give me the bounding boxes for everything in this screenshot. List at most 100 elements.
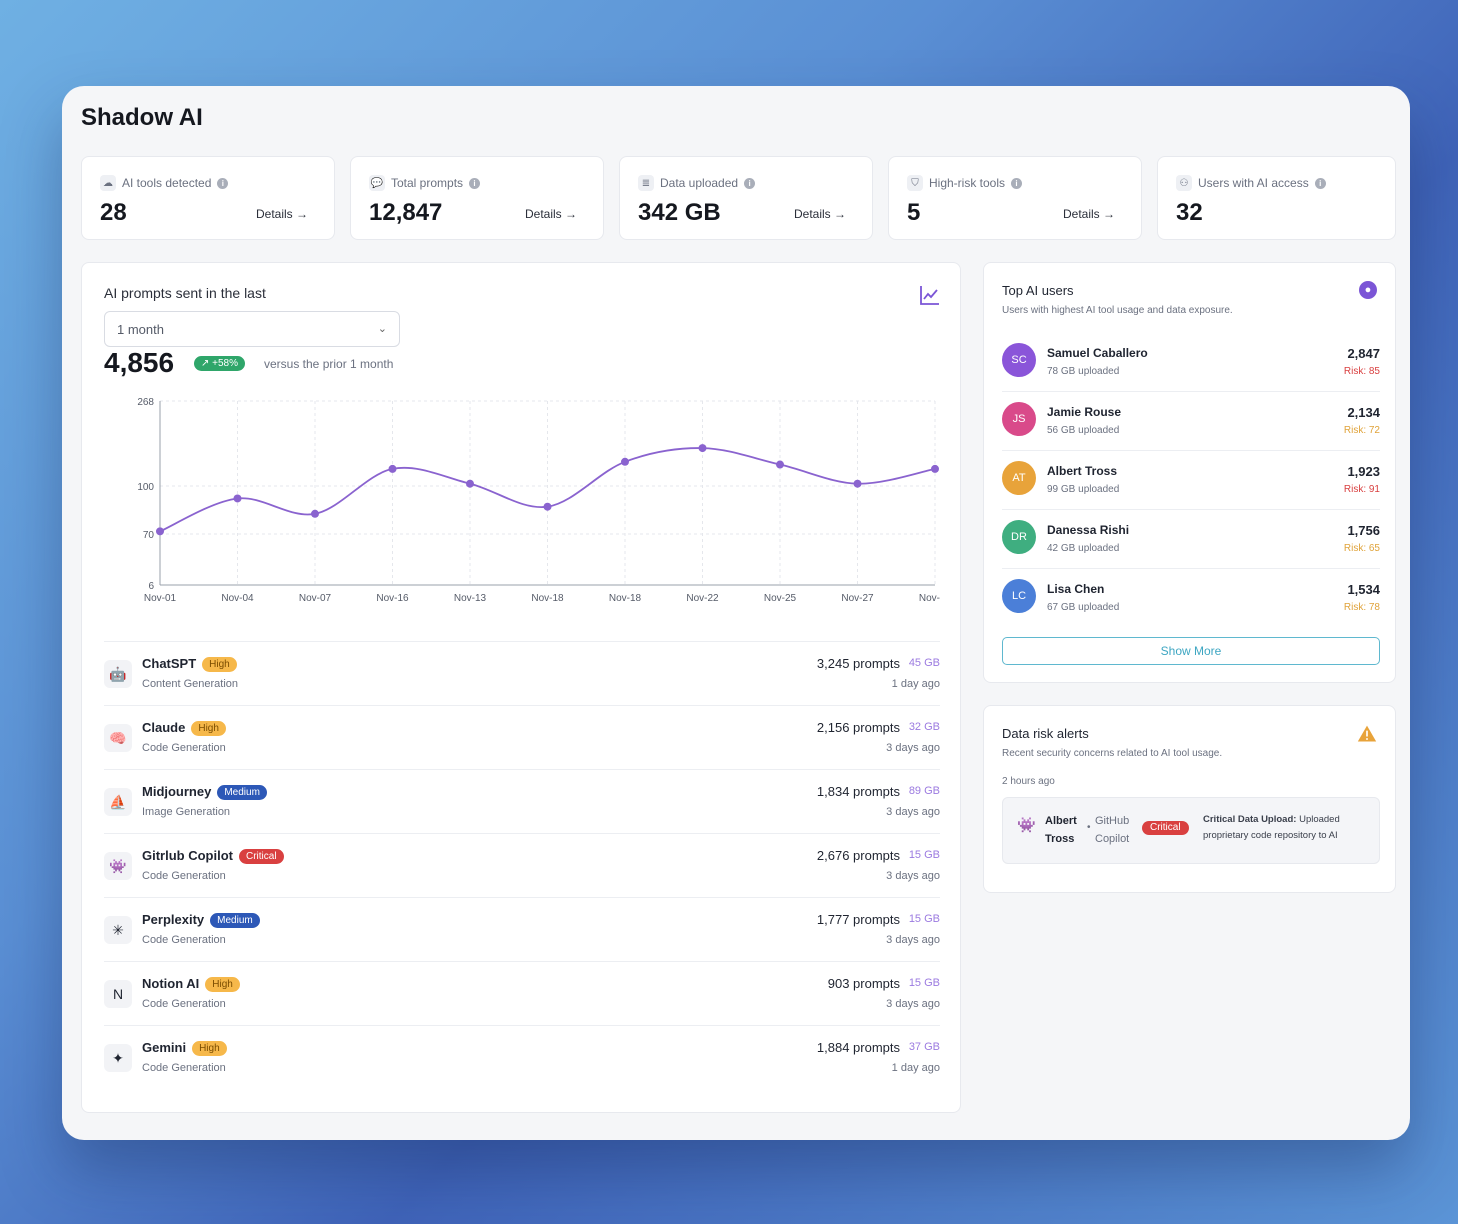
details-link[interactable]: Details → xyxy=(524,207,577,221)
y-tick-label: 100 xyxy=(137,482,154,493)
tool-prompts: 903 prompts xyxy=(827,976,900,991)
user-row[interactable]: JS Jamie Rouse 56 GB uploaded 2,134 Risk… xyxy=(1002,392,1380,451)
alert-tool: GitHub Copilot xyxy=(1095,815,1130,845)
info-icon[interactable]: i xyxy=(744,177,756,189)
tool-data-size: 37 GB xyxy=(908,1041,940,1053)
risk-badge: High xyxy=(192,1041,227,1056)
tool-data-size: 15 GB xyxy=(908,913,940,925)
x-tick-label: Nov-28 xyxy=(919,593,940,604)
x-tick-label: Nov-07 xyxy=(299,593,332,604)
stat-card-users-ai-access[interactable]: ⚇ Users with AI access i 32 xyxy=(1157,156,1396,240)
details-link[interactable]: Details → xyxy=(1062,207,1115,221)
user-name: Lisa Chen xyxy=(1047,582,1105,596)
tool-name: Midjourney Medium xyxy=(142,784,267,800)
tool-row[interactable]: ⛵ Midjourney Medium Image Generation 1,83… xyxy=(104,770,940,834)
x-tick-label: Nov-18 xyxy=(531,593,564,604)
avatar: DR xyxy=(1002,520,1036,554)
tool-last-seen: 3 days ago xyxy=(886,806,940,818)
panel-title: Data risk alerts xyxy=(1002,726,1089,741)
data-risk-alerts-panel: Data risk alerts Recent security concern… xyxy=(983,705,1396,893)
top-users-panel: Top AI users Users with highest AI tool … xyxy=(983,262,1396,683)
alert-desc-text: Uploaded proprietary code repository to … xyxy=(1203,814,1340,841)
tool-data-size: 45 GB xyxy=(908,657,940,669)
sparkle-icon: ✦ xyxy=(104,1044,132,1072)
data-point xyxy=(698,444,707,453)
panel-subtitle: Users with highest AI tool usage and dat… xyxy=(1002,305,1233,316)
tool-prompts: 1,884 prompts xyxy=(816,1040,900,1055)
user-risk: Risk: 85 xyxy=(1343,366,1380,377)
tool-prompts: 2,156 prompts xyxy=(816,720,900,735)
tool-category: Image Generation xyxy=(142,806,231,818)
tool-name-text: Gitrlub Copilot xyxy=(142,848,233,863)
alert-item[interactable]: 👾 Albert Tross • GitHub Copilot Critical… xyxy=(1002,797,1380,864)
line-chart-icon[interactable] xyxy=(918,283,942,307)
show-more-button[interactable]: Show More xyxy=(1002,637,1380,665)
data-point xyxy=(233,494,242,503)
tool-name-text: Perplexity xyxy=(142,912,205,927)
x-tick-label: Nov-18 xyxy=(609,593,642,604)
user-name: Samuel Caballero xyxy=(1047,346,1148,360)
user-prompt-count: 2,134 xyxy=(1347,405,1380,420)
tool-last-seen: 3 days ago xyxy=(886,870,940,882)
user-row[interactable]: SC Samuel Caballero 78 GB uploaded 2,847… xyxy=(1002,333,1380,392)
tool-row[interactable]: N Notion AI High Code Generation 903 prom… xyxy=(104,962,940,1026)
tool-data-size: 32 GB xyxy=(908,721,940,733)
chatgpt-icon: 🤖 xyxy=(104,660,132,688)
data-point xyxy=(776,460,784,469)
tool-name: Perplexity Medium xyxy=(142,912,260,928)
details-link[interactable]: Details → xyxy=(255,207,308,221)
stat-card-total-prompts[interactable]: 💬 Total prompts i 12,847 Details → xyxy=(350,156,604,240)
risk-badge: High xyxy=(191,721,226,736)
tool-category: Code Generation xyxy=(142,998,226,1010)
stat-card-high-risk-tools[interactable]: ⛉ High-risk tools i 5 Details → xyxy=(888,156,1142,240)
cloud-icon: ☁ xyxy=(100,175,116,191)
data-point xyxy=(853,479,862,488)
stat-value: 5 xyxy=(907,199,921,226)
stat-label: Total prompts xyxy=(391,176,464,190)
tool-row[interactable]: 🤖 ChatSPT High Content Generation 3,245 p… xyxy=(104,642,940,706)
user-uploaded: 78 GB uploaded xyxy=(1047,366,1120,377)
tool-prompts: 1,834 prompts xyxy=(816,784,900,799)
shield-icon: ⛉ xyxy=(907,175,923,191)
stat-value: 342 GB xyxy=(638,199,721,226)
period-select[interactable]: 1 month ⌄ xyxy=(104,311,400,347)
stat-value: 28 xyxy=(100,199,127,226)
users-icon: ⚇ xyxy=(1176,175,1192,191)
tool-prompts: 1,777 prompts xyxy=(816,912,900,927)
x-tick-label: Nov-16 xyxy=(376,593,409,604)
tool-category: Code Generation xyxy=(142,742,226,754)
details-link[interactable]: Details → xyxy=(793,207,846,221)
info-icon[interactable]: i xyxy=(1011,177,1023,189)
info-icon[interactable]: i xyxy=(217,177,229,189)
info-icon[interactable]: i xyxy=(1314,177,1326,189)
stat-card-ai-tools[interactable]: ☁ AI tools detected i 28 Details → xyxy=(81,156,335,240)
copilot-icon: 👾 xyxy=(1017,817,1036,834)
user-row[interactable]: AT Albert Tross 99 GB uploaded 1,923 Ris… xyxy=(1002,451,1380,510)
stat-label: Data uploaded xyxy=(660,176,739,190)
tool-row[interactable]: 👾 Gitrlub Copilot Critical Code Generatio… xyxy=(104,834,940,898)
tool-name-text: Midjourney xyxy=(142,784,212,799)
copilot-icon: 👾 xyxy=(104,852,132,880)
alert-time: 2 hours ago xyxy=(1002,776,1055,787)
data-point xyxy=(621,457,629,466)
tool-name-text: Claude xyxy=(142,720,186,735)
tool-row[interactable]: 🧠 Claude High Code Generation 2,156 promp… xyxy=(104,706,940,770)
database-icon: ≣ xyxy=(638,175,654,191)
tool-row[interactable]: ✦ Gemini High Code Generation 1,884 promp… xyxy=(104,1026,940,1090)
user-uploaded: 67 GB uploaded xyxy=(1047,602,1120,613)
user-uploaded: 56 GB uploaded xyxy=(1047,425,1120,436)
user-risk: Risk: 72 xyxy=(1343,425,1380,436)
info-icon[interactable]: i xyxy=(469,177,481,189)
stat-card-data-uploaded[interactable]: ≣ Data uploaded i 342 GB Details → xyxy=(619,156,873,240)
x-tick-label: Nov-01 xyxy=(144,593,177,604)
tool-row[interactable]: ✳ Perplexity Medium Code Generation 1,777… xyxy=(104,898,940,962)
user-row[interactable]: DR Danessa Rishi 42 GB uploaded 1,756 Ri… xyxy=(1002,510,1380,569)
separator-dot: • xyxy=(1087,822,1091,833)
user-row[interactable]: LC Lisa Chen 67 GB uploaded 1,534 Risk: … xyxy=(1002,569,1380,628)
user-uploaded: 42 GB uploaded xyxy=(1047,543,1120,554)
tool-last-seen: 3 days ago xyxy=(886,934,940,946)
user-prompt-count: 1,756 xyxy=(1347,523,1380,538)
risk-badge: Medium xyxy=(210,913,260,928)
risk-badge: High xyxy=(202,657,237,672)
alert-user: Albert Tross xyxy=(1045,815,1077,845)
